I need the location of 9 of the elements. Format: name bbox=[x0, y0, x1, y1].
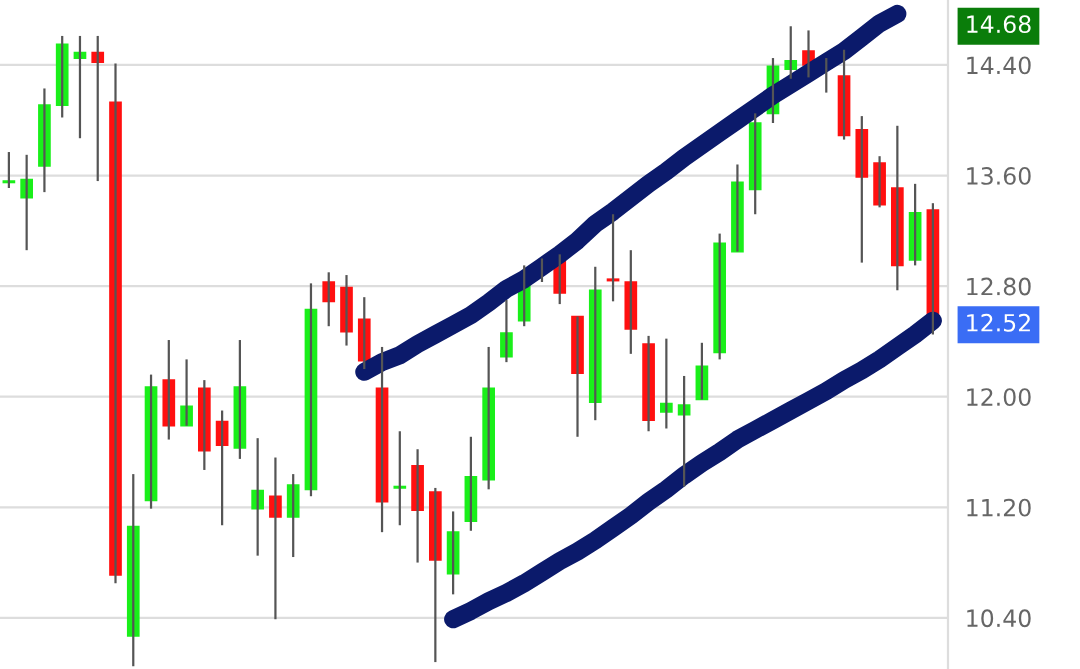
y-tick-label: 12.00 bbox=[967, 388, 1031, 407]
y-tick-label: 11.20 bbox=[967, 498, 1031, 517]
y-tick-label: 13.60 bbox=[967, 166, 1031, 185]
text: 14.68 bbox=[967, 15, 1031, 34]
candlestick bbox=[393, 430, 407, 527]
y-tick-label: 12.80 bbox=[967, 277, 1031, 296]
y-tick-label: 14.40 bbox=[967, 56, 1031, 75]
text: 12.52 bbox=[967, 313, 1030, 332]
y-tick-label: 10.40 bbox=[967, 609, 1031, 628]
